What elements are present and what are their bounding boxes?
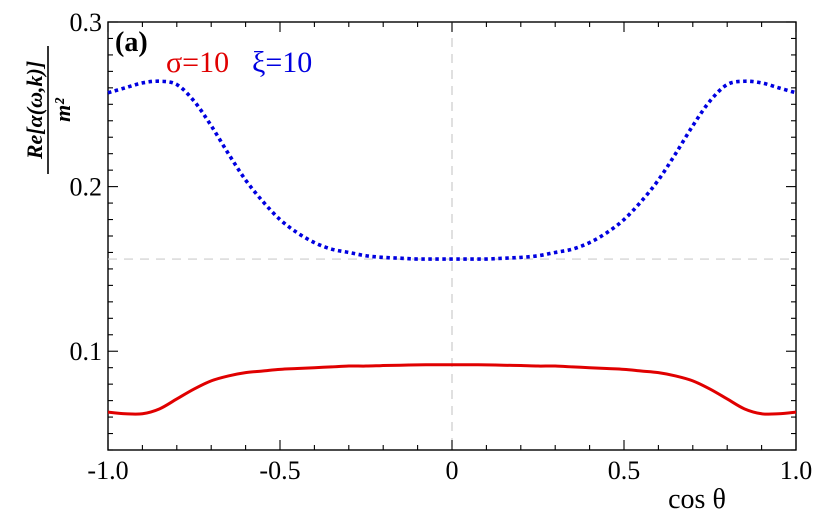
- x-tick-label: 0.5: [608, 456, 641, 485]
- legend-sigma: σ=10: [166, 46, 229, 79]
- axis-ticks: [107, 21, 797, 451]
- series-line-xi: [107, 79, 797, 261]
- y-tick-label: 0.1: [70, 337, 103, 366]
- y-tick-label: 0.3: [70, 8, 103, 37]
- y-axis-label: Re[α(ω,k)] m²: [22, 46, 75, 174]
- reference-lines: [108, 22, 796, 450]
- y-axis-label-numerator: Re[α(ω,k)]: [22, 61, 47, 160]
- y-tick-labels: 0.1 0.2 0.3: [70, 8, 103, 366]
- x-tick-label: -0.5: [259, 456, 300, 485]
- legend-xi: ξ=10: [252, 46, 312, 79]
- x-tick-label: -1.0: [87, 456, 128, 485]
- x-axis-label: cos θ: [668, 484, 726, 515]
- y-tick-label: 0.2: [70, 173, 103, 202]
- y-axis-label-denominator: m²: [50, 98, 75, 122]
- x-tick-labels: -1.0 -0.5 0 0.5 1.0: [87, 456, 812, 485]
- series-line-sigma: [107, 363, 797, 416]
- panel-label: (a): [115, 27, 148, 58]
- series-layer: [107, 79, 797, 416]
- x-tick-label: 0: [446, 456, 459, 485]
- x-tick-label: 1.0: [780, 456, 813, 485]
